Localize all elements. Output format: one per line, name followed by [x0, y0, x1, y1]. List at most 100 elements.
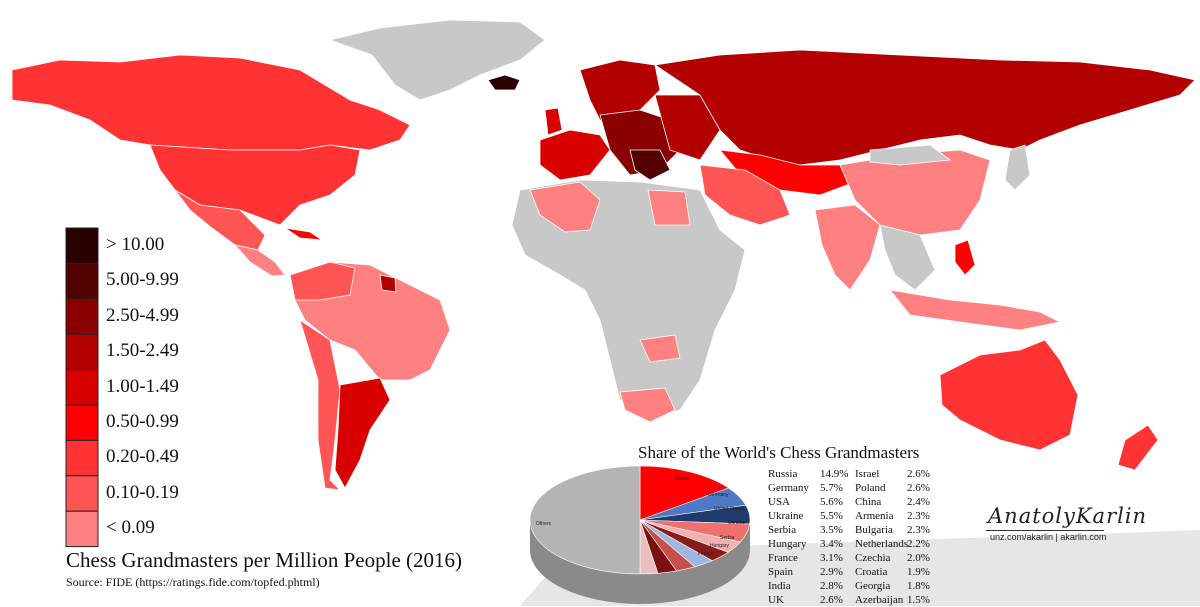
- share-row: India 2.8%: [768, 579, 854, 593]
- legend-swatch: [65, 439, 99, 477]
- legend-swatch: [65, 510, 99, 548]
- share-country: Georgia: [855, 580, 891, 592]
- share-percent: 3.1%: [820, 552, 843, 564]
- share-row: Russia 14.9%: [768, 467, 854, 481]
- signature-underline: [986, 530, 1104, 531]
- share-row: Serbia 3.5%: [768, 523, 854, 537]
- region-philippines: [954, 239, 976, 276]
- share-country: India: [768, 580, 791, 592]
- region-indonesia: [889, 289, 1062, 331]
- legend-label: 1.50-2.49: [106, 340, 179, 362]
- share-country: Poland: [855, 482, 886, 494]
- share-percent: 1.8%: [907, 580, 930, 592]
- pie-slice-label: Others: [536, 521, 552, 527]
- region-argentina: [334, 377, 391, 489]
- region-new-zealand: [1117, 424, 1159, 471]
- share-country: Bulgaria: [855, 524, 893, 536]
- share-percent: 2.8%: [820, 580, 843, 592]
- share-country: Russia: [768, 468, 798, 480]
- region-greenland: [328, 19, 546, 101]
- region-iceland: [487, 74, 521, 91]
- share-percent: 2.3%: [907, 524, 930, 536]
- share-row: China 2.4%: [855, 495, 941, 509]
- share-row: Georgia 1.8%: [855, 579, 941, 593]
- legend-label: 0.20-0.49: [106, 446, 179, 468]
- author-signature: AnatolyKarlin: [988, 504, 1148, 528]
- share-percent: 3.5%: [820, 524, 843, 536]
- region-mongolia: [869, 144, 952, 166]
- share-percent: 5.7%: [820, 482, 843, 494]
- region-egypt: [647, 189, 691, 226]
- map-title: Chess Grandmasters per Million People (2…: [66, 548, 463, 572]
- legend-label: 5.00-9.99: [106, 269, 179, 291]
- pie-slice-label: Germany: [708, 492, 729, 498]
- share-row: Germany 5.7%: [768, 481, 854, 495]
- share-percent: 2.9%: [820, 566, 843, 578]
- legend-swatch: [65, 227, 99, 264]
- region-caribbean: [284, 227, 323, 241]
- share-row: Azerbaijan 1.5%: [855, 593, 941, 607]
- pie-side: [530, 520, 750, 604]
- share-row: USA 5.6%: [768, 495, 854, 509]
- share-country: Ukraine: [768, 510, 804, 522]
- share-row: Croatia 1.9%: [855, 565, 941, 579]
- pie-slice-label: Ukraine: [728, 520, 745, 526]
- region-usa: [149, 144, 361, 226]
- legend-swatch: [65, 404, 99, 441]
- share-country: USA: [768, 496, 791, 508]
- legend-label: 2.50-4.99: [106, 304, 179, 326]
- region-venezuela-colombia: [289, 261, 356, 301]
- region-morocco-algeria: [529, 181, 601, 233]
- share-row: Israel 2.6%: [855, 467, 941, 481]
- pie-chart: Russia Germany United States Ukraine Serbia H…: [529, 465, 751, 604]
- legend-label: > 10.00: [106, 234, 165, 255]
- legend: [65, 227, 99, 548]
- share-country: Czechia: [855, 552, 891, 564]
- share-country: France: [768, 552, 798, 564]
- pie-slice-label: Serbia: [720, 535, 735, 541]
- share-country: Spain: [768, 566, 794, 578]
- region-japan: [1004, 144, 1031, 191]
- region-suriname: [379, 274, 397, 293]
- region-africa: [511, 179, 746, 421]
- share-percent: 14.9%: [820, 468, 849, 480]
- region-australia: [939, 339, 1079, 451]
- pie-slice-label: Russia: [675, 476, 691, 482]
- legend-label: < 0.09: [106, 517, 155, 539]
- region-india: [814, 204, 881, 291]
- share-percent: 5.6%: [820, 496, 843, 508]
- region-canada-alaska: [11, 54, 411, 151]
- author-url: unz.com/akarlin | akarlin.com: [990, 532, 1107, 542]
- source-text: Source: FIDE (https://ratings.fide.com/t…: [66, 575, 320, 589]
- legend-label: 0.10-0.19: [106, 481, 179, 503]
- share-percent: 1.5%: [907, 594, 930, 606]
- share-percent: 2.2%: [907, 538, 930, 550]
- share-country: UK: [768, 594, 784, 606]
- legend-swatch: [65, 298, 99, 335]
- legend-label: 1.00-1.49: [106, 375, 179, 397]
- share-row: Poland 2.6%: [855, 481, 941, 495]
- share-country: Armenia: [855, 510, 894, 522]
- share-percent: 2.0%: [907, 552, 930, 564]
- share-percent: 5.5%: [820, 510, 843, 522]
- share-table-left: Russia 14.9% Germany 5.7% USA 5.6% Ukraine 5.5%…: [768, 467, 854, 607]
- share-country: Germany: [768, 482, 809, 494]
- region-turkey-iran: [699, 164, 791, 226]
- share-country: Serbia: [768, 524, 797, 536]
- region-zambia: [639, 334, 681, 363]
- share-country: Croatia: [855, 566, 888, 578]
- share-percent: 3.4%: [820, 538, 843, 550]
- share-row: France 3.1%: [768, 551, 854, 565]
- share-country: Hungary: [768, 538, 807, 550]
- pie-slice-label: United States: [714, 506, 745, 512]
- legend-swatch: [65, 262, 99, 300]
- pie-slice: [639, 465, 730, 521]
- share-country: Azerbaijan: [855, 594, 904, 606]
- share-row: UK 2.6%: [768, 593, 854, 607]
- share-row: Armenia 2.3%: [855, 509, 941, 523]
- legend-label: 0.50-0.99: [106, 411, 179, 432]
- share-percent: 1.9%: [907, 566, 930, 578]
- region-central-america: [233, 244, 286, 277]
- region-south-africa: [619, 387, 676, 423]
